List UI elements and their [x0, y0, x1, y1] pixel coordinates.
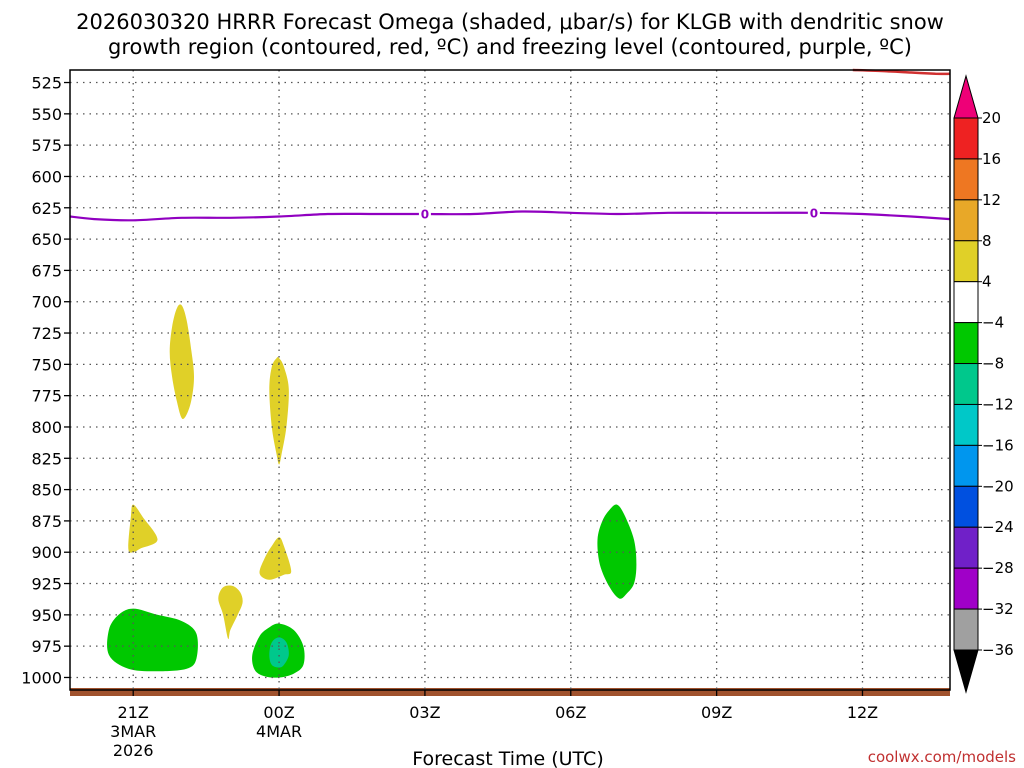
colorbar-label: −8: [982, 355, 1004, 373]
colorbar-label: 20: [982, 109, 1001, 127]
x-tick-date: 3MAR: [110, 722, 156, 741]
colorbar-band: [953, 444, 979, 487]
omega-region: [169, 304, 194, 419]
colorbar-band: [953, 403, 979, 446]
colorbar: 20 16 12 8 4 −4 −8 −12 −16 −20 −24 −28 −32 −36: [953, 74, 1014, 694]
colorbar-label: 8: [982, 232, 992, 250]
colorbar-band: [953, 526, 979, 569]
x-tick-label: 03Z: [409, 703, 440, 722]
x-tick-label: 12Z: [847, 703, 878, 722]
x-tick-date: 4MAR: [256, 722, 302, 741]
y-tick-label: 625: [31, 199, 62, 218]
colorbar-label: −20: [982, 477, 1014, 495]
colorbar-band: [953, 240, 979, 283]
colorbar-band: [953, 158, 979, 201]
colorbar-band: [953, 567, 979, 610]
y-tick-label: 775: [31, 387, 62, 406]
contour-label-background: [807, 205, 820, 220]
freezing-level-label: 0: [810, 206, 818, 220]
colorbar-band: [953, 363, 979, 405]
y-tick-label: 850: [31, 481, 62, 500]
omega-shading-layer: [70, 304, 950, 696]
source-credit: coolwx.com/models: [868, 748, 1016, 766]
y-tick-label: 575: [31, 136, 62, 155]
y-tick-label: 875: [31, 512, 62, 531]
y-tick-label: 750: [31, 355, 62, 374]
x-tick-year: 2026: [113, 741, 154, 760]
omega-region: [128, 504, 158, 553]
omega-region: [218, 585, 243, 640]
colorbar-label: −16: [982, 436, 1014, 454]
colorbar-top-arrow: [953, 74, 979, 119]
y-tick-label: 925: [31, 575, 62, 594]
colorbar-band: [953, 199, 979, 242]
y-axis: 525 550 575 600 625 650 675 700 725 750 775 800 825 8…: [21, 74, 70, 687]
chart-title-line1: 2026030320 HRRR Forecast Omega (shaded, …: [76, 10, 944, 34]
colorbar-band: [953, 485, 979, 528]
colorbar-band: [953, 281, 979, 324]
surface-terrain-band: [70, 688, 950, 696]
x-tick-label: 21Z: [118, 703, 149, 722]
grid-lines: [70, 70, 950, 690]
colorbar-label: −24: [982, 518, 1014, 536]
y-tick-label: 950: [31, 606, 62, 625]
omega-region: [259, 537, 292, 580]
y-tick-label: 650: [31, 230, 62, 249]
colorbar-label: −28: [982, 559, 1014, 577]
y-tick-label: 700: [31, 293, 62, 312]
x-tick-label: 06Z: [555, 703, 586, 722]
y-tick-label: 525: [31, 74, 62, 93]
y-tick-label: 975: [31, 637, 62, 656]
y-tick-label: 1000: [21, 668, 62, 687]
plot-frame: [69, 69, 951, 691]
contour-label-background: [418, 207, 431, 222]
colorbar-label: 16: [982, 150, 1001, 168]
colorbar-bottom-arrow: [953, 649, 979, 694]
y-tick-label: 550: [31, 105, 62, 124]
y-tick-label: 600: [31, 167, 62, 186]
y-tick-label: 825: [31, 449, 62, 468]
y-tick-label: 725: [31, 324, 62, 343]
freezing-level-label: 0: [421, 208, 429, 222]
dendritic-growth-contour: [852, 68, 951, 76]
colorbar-label: −36: [982, 641, 1014, 659]
omega-region: [107, 608, 198, 672]
y-tick-label: 900: [31, 543, 62, 562]
x-tick-label: 00Z: [263, 703, 294, 722]
colorbar-label: 4: [982, 273, 992, 291]
colorbar-label: −4: [982, 314, 1004, 332]
y-tick-label: 800: [31, 418, 62, 437]
omega-region: [269, 356, 289, 465]
chart-title-line2: growth region (contoured, red, ºC) and f…: [108, 35, 912, 59]
colorbar-label: −32: [982, 600, 1014, 618]
omega-region: [269, 637, 289, 668]
y-tick-label: 675: [31, 261, 62, 280]
x-tick-label: 09Z: [701, 703, 732, 722]
x-axis-title: Forecast Time (UTC): [412, 748, 603, 768]
colorbar-label: 12: [982, 191, 1001, 209]
colorbar-band: [953, 322, 979, 365]
colorbar-label: −12: [982, 395, 1014, 413]
colorbar-band: [953, 117, 979, 160]
colorbar-band: [953, 608, 979, 651]
